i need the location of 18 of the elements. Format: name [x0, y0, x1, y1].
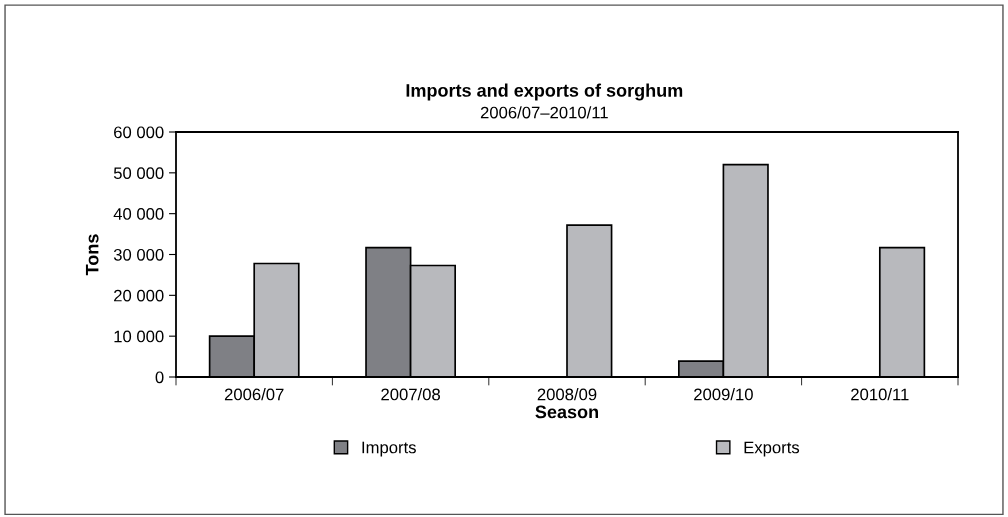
y-tick-label: 40 000	[113, 208, 164, 220]
x-tick-label: 2008/09	[537, 388, 597, 401]
legend-label: Imports	[362, 441, 416, 457]
x-tick-label: 2007/08	[381, 388, 440, 401]
x-axis-title: Season	[535, 405, 598, 419]
chart-subtitle: 2006/07–2010/11	[480, 106, 608, 119]
chart-title: Imports and exports of sorghum	[406, 83, 683, 101]
y-tick-label: 30 000	[113, 248, 164, 261]
y-tick-label: 20 000	[114, 289, 164, 302]
y-tick-label: 10 000	[114, 330, 164, 343]
y-tick-label: 0	[155, 371, 164, 384]
x-tick-label: 2006/07	[224, 388, 284, 401]
y-tick-label: 50 000	[113, 167, 164, 180]
x-tick-label: 2009/10	[694, 388, 753, 401]
y-tick-label: 60 000	[114, 126, 164, 139]
y-axis-title: Tons	[85, 234, 99, 276]
x-tick-label: 2010/11	[851, 388, 909, 401]
legend-label: Exports	[744, 441, 800, 457]
